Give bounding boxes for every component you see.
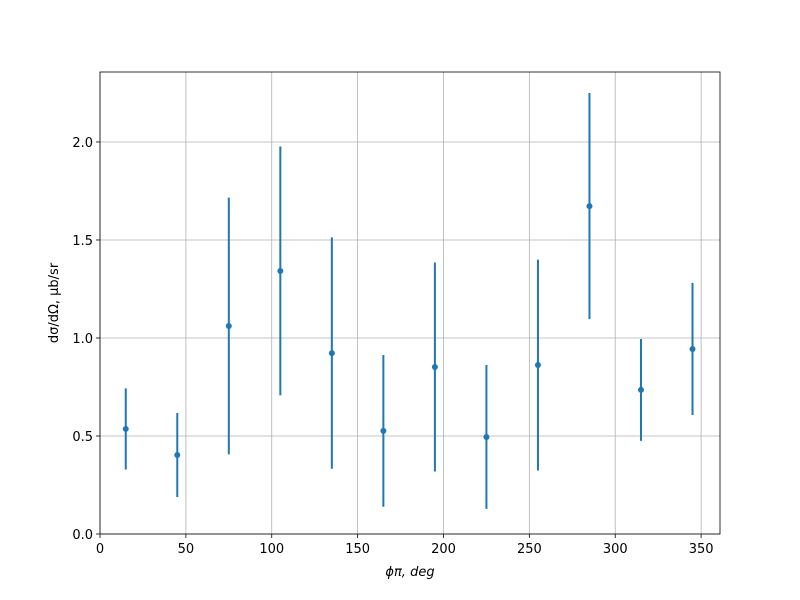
y-tick-label: 1.5 [72,234,93,249]
x-tick-label: 100 [259,542,284,557]
data-point [122,425,129,432]
x-axis-label: ϕπ, deg [385,565,434,580]
y-tick-label: 0.5 [72,430,93,445]
y-tick-label: 2.0 [72,136,93,151]
data-point [225,323,232,330]
x-tick-label: 250 [517,542,542,557]
data-point [328,350,335,357]
data-point [277,267,284,274]
plot-frame [99,71,721,535]
data-point [431,363,438,370]
y-tick-label: 0.0 [72,528,93,543]
data-point [534,362,541,369]
data-point [586,203,593,210]
x-tick-label: 300 [603,542,628,557]
x-tick-label: 150 [345,542,370,557]
x-tick-label: 0 [96,542,104,557]
data-point [380,427,387,434]
x-tick-label: 200 [431,542,456,557]
x-tick-label: 350 [689,542,714,557]
data-point [483,433,490,440]
y-axis-label: dσ/dΩ, μb/sr [47,262,62,343]
data-point [689,345,696,352]
data-point [637,386,644,393]
data-point [174,452,181,459]
x-tick-label: 50 [178,542,195,557]
y-tick-label: 1.0 [72,332,93,347]
